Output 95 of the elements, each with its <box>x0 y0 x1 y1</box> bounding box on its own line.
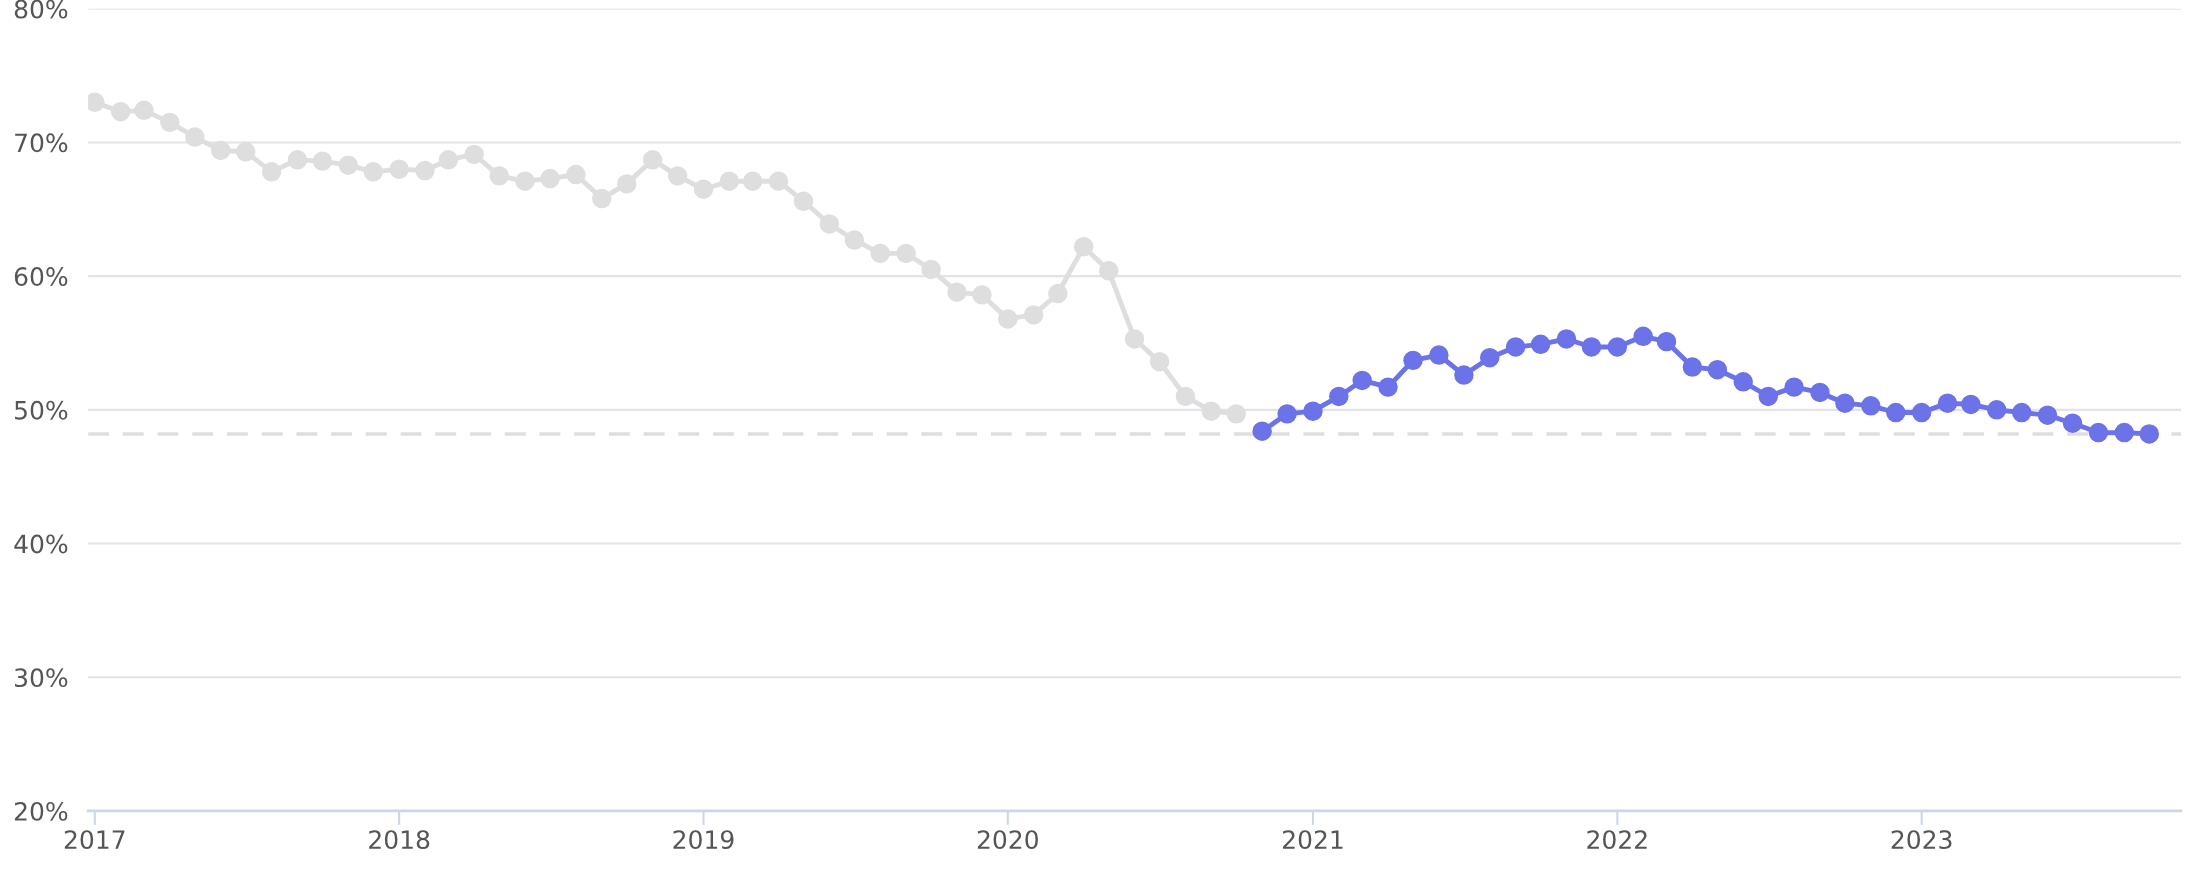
point <box>515 171 535 191</box>
point <box>1480 347 1500 368</box>
point <box>693 179 714 199</box>
y-tick-label: 30% <box>15 668 68 688</box>
point <box>235 142 256 162</box>
point <box>1758 386 1778 407</box>
x-tick-label: 2022 <box>1587 830 1647 850</box>
y-tick-label: 20% <box>14 801 68 821</box>
point <box>1682 357 1703 377</box>
x-tick-label: 2020 <box>977 830 1038 850</box>
point <box>1098 261 1119 281</box>
point <box>1886 402 1906 423</box>
point <box>312 151 333 171</box>
point <box>185 127 205 147</box>
point <box>742 171 763 191</box>
point <box>921 259 941 280</box>
point <box>896 243 916 264</box>
point <box>1352 370 1372 391</box>
point <box>160 112 180 133</box>
point <box>617 174 637 194</box>
point <box>489 166 509 186</box>
point <box>134 100 154 121</box>
point <box>1403 350 1423 371</box>
point <box>415 160 435 181</box>
point <box>1707 360 1728 380</box>
point <box>438 150 459 170</box>
point <box>1961 394 1981 415</box>
point <box>1429 345 1449 365</box>
point <box>210 140 231 161</box>
point <box>667 166 688 186</box>
point <box>642 150 663 170</box>
point <box>1810 382 1830 403</box>
point <box>793 191 814 211</box>
x-tick-label: 2023 <box>1891 830 1952 850</box>
point <box>464 144 484 165</box>
x-tick-label: 2019 <box>673 830 734 850</box>
point <box>768 171 789 191</box>
point <box>1226 404 1246 424</box>
point <box>1656 331 1677 352</box>
x-tick-label: 2018 <box>369 830 430 850</box>
point <box>110 101 131 122</box>
point <box>1581 337 1602 357</box>
point <box>870 243 890 264</box>
point <box>844 230 865 250</box>
point <box>1784 377 1804 397</box>
point <box>1530 334 1551 355</box>
point <box>1607 337 1628 357</box>
point <box>1378 377 1398 397</box>
point <box>363 162 384 182</box>
x-tick-label: 2017 <box>64 830 125 850</box>
point <box>1835 393 1855 413</box>
point <box>819 214 840 234</box>
y-tick-label: 50% <box>15 400 68 420</box>
point <box>1277 404 1297 424</box>
point <box>338 155 358 175</box>
point <box>1175 386 1196 407</box>
point <box>566 164 586 185</box>
point <box>1633 326 1653 347</box>
y-tick-label: 70% <box>15 133 68 153</box>
point <box>2139 424 2160 444</box>
point <box>540 168 560 189</box>
point <box>1073 236 1094 257</box>
point <box>1124 329 1145 349</box>
point <box>1048 283 1068 304</box>
point <box>1329 386 1349 407</box>
point <box>1733 372 1753 392</box>
point <box>2037 405 2058 425</box>
x-tick-label: 2021 <box>1283 830 1343 850</box>
y-tick-label: 40% <box>14 534 68 554</box>
y-tick-label: 60% <box>14 267 68 286</box>
point <box>1937 393 1958 413</box>
point <box>2062 413 2083 433</box>
point <box>1303 401 1323 421</box>
point <box>261 162 282 182</box>
point <box>947 282 967 302</box>
point <box>1986 400 2007 420</box>
point <box>1149 351 1170 372</box>
point <box>592 188 612 209</box>
point <box>1023 305 1044 325</box>
point <box>1252 421 1272 441</box>
point <box>998 309 1018 329</box>
point <box>1505 337 1526 357</box>
point <box>972 285 992 305</box>
point <box>2011 402 2032 423</box>
point <box>719 171 740 191</box>
point <box>2088 422 2109 443</box>
y-tick-label: 80% <box>14 0 68 19</box>
point <box>1911 402 1932 423</box>
point <box>389 159 409 179</box>
point <box>1454 365 1474 385</box>
point <box>1861 396 1881 416</box>
point <box>1201 401 1221 421</box>
point <box>287 150 308 170</box>
point <box>1556 329 1577 349</box>
point <box>2114 422 2135 443</box>
